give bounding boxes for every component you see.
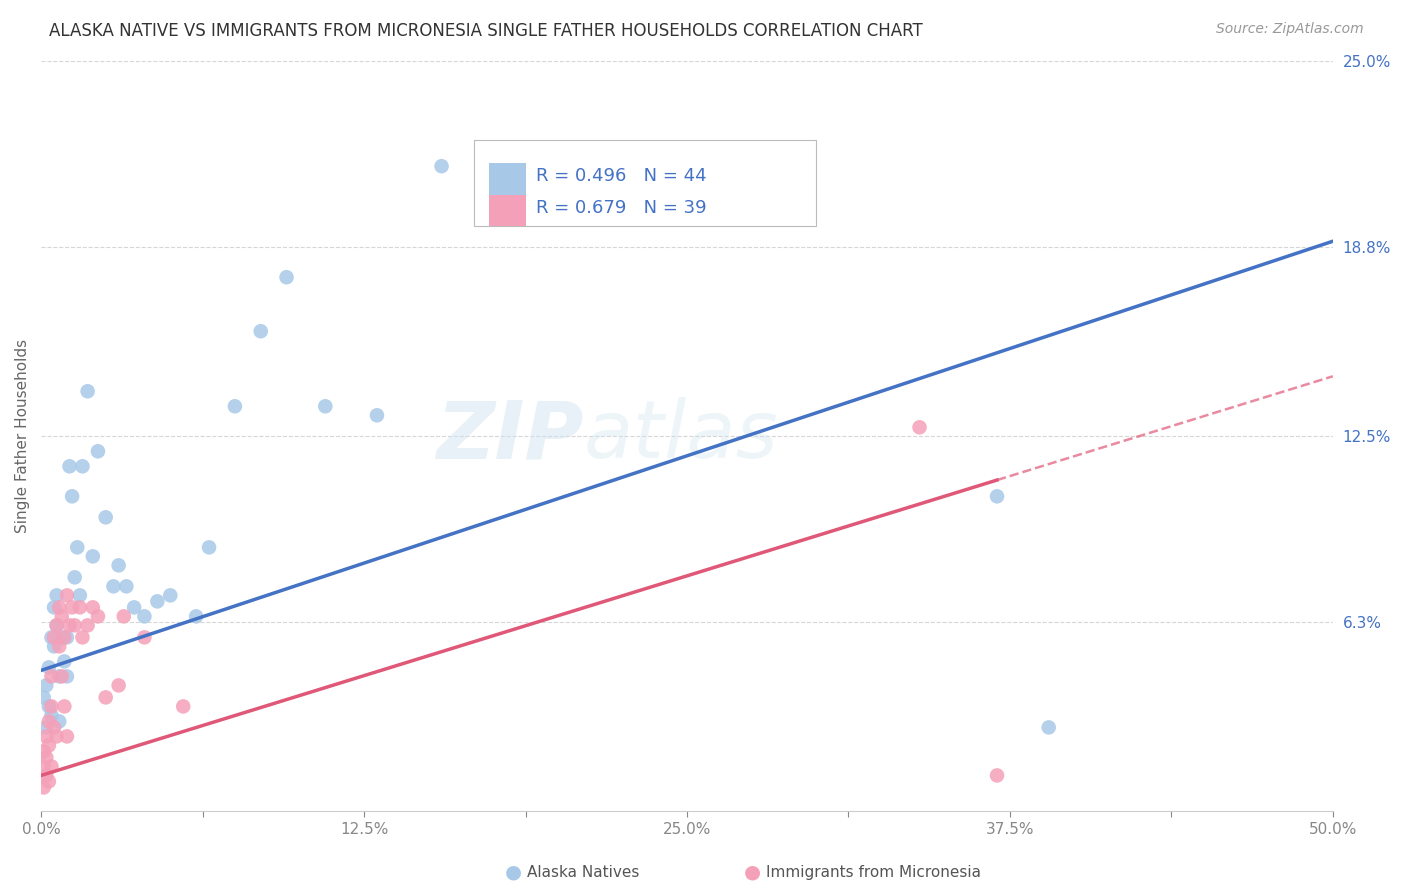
Point [45, 588, 67, 602]
Point [87, 444, 110, 458]
Point [366, 409, 388, 423]
Point [38, 660, 60, 674]
Point [42, 640, 65, 654]
Point [48, 640, 70, 654]
Point [69, 600, 91, 615]
Point [60, 489, 83, 503]
Point [249, 324, 271, 338]
Text: ●: ● [505, 863, 522, 882]
Point [32, 690, 55, 705]
Point [32, 759, 55, 773]
Point [56, 588, 79, 602]
Point [38, 774, 60, 789]
Text: Alaska Natives: Alaska Natives [527, 865, 640, 880]
Point [986, 489, 1008, 503]
Point [41, 669, 63, 683]
Point [38, 739, 60, 753]
Point [45, 618, 67, 632]
Point [41, 631, 63, 645]
Point [53, 631, 76, 645]
Text: Immigrants from Micronesia: Immigrants from Micronesia [766, 865, 981, 880]
Point [94, 510, 117, 524]
Point [82, 549, 104, 564]
Point [35, 750, 58, 764]
Point [32, 780, 55, 795]
Point [42, 631, 65, 645]
Point [60, 600, 83, 615]
Point [87, 609, 110, 624]
Point [53, 699, 76, 714]
Point [45, 730, 67, 744]
Point [908, 420, 931, 434]
Text: R = 0.496   N = 44: R = 0.496 N = 44 [536, 167, 706, 186]
Text: ZIP: ZIP [436, 397, 583, 475]
Point [66, 541, 89, 555]
Point [198, 541, 221, 555]
Point [76, 384, 98, 399]
Point [159, 588, 181, 602]
Point [42, 720, 65, 734]
Point [58, 459, 80, 474]
Point [56, 631, 79, 645]
Point [122, 600, 145, 615]
Text: ●: ● [744, 863, 761, 882]
Point [314, 399, 336, 413]
Point [38, 699, 60, 714]
Point [53, 654, 76, 668]
FancyBboxPatch shape [489, 195, 526, 227]
Point [48, 669, 70, 683]
Point [69, 588, 91, 602]
Point [82, 600, 104, 615]
Point [48, 714, 70, 729]
Point [134, 609, 156, 624]
Point [45, 618, 67, 632]
Point [986, 768, 1008, 782]
Point [51, 669, 73, 683]
Text: Source: ZipAtlas.com: Source: ZipAtlas.com [1216, 22, 1364, 37]
Point [41, 699, 63, 714]
Point [48, 600, 70, 615]
Point [103, 579, 125, 593]
Point [58, 618, 80, 632]
Point [94, 690, 117, 705]
Point [32, 744, 55, 758]
Text: atlas: atlas [583, 397, 779, 475]
Point [430, 159, 453, 173]
Point [107, 678, 129, 692]
Point [1038, 720, 1060, 734]
Point [51, 609, 73, 624]
Point [63, 618, 86, 632]
Point [76, 618, 98, 632]
Point [72, 631, 94, 645]
Point [276, 270, 298, 285]
Point [63, 570, 86, 584]
Point [35, 730, 58, 744]
Point [42, 600, 65, 615]
Point [107, 558, 129, 573]
Point [38, 714, 60, 729]
Point [51, 631, 73, 645]
Point [146, 594, 169, 608]
Point [41, 708, 63, 723]
Text: R = 0.679   N = 39: R = 0.679 N = 39 [536, 199, 706, 217]
Point [35, 720, 58, 734]
Point [41, 759, 63, 773]
Point [35, 678, 58, 692]
Point [134, 631, 156, 645]
Point [115, 579, 138, 593]
Point [224, 399, 246, 413]
Point [172, 699, 194, 714]
FancyBboxPatch shape [489, 163, 526, 194]
Point [184, 609, 207, 624]
Text: ALASKA NATIVE VS IMMIGRANTS FROM MICRONESIA SINGLE FATHER HOUSEHOLDS CORRELATION: ALASKA NATIVE VS IMMIGRANTS FROM MICRONE… [49, 22, 922, 40]
Point [112, 609, 135, 624]
Y-axis label: Single Father Households: Single Father Households [15, 339, 30, 533]
Point [35, 768, 58, 782]
FancyBboxPatch shape [474, 140, 817, 227]
Point [72, 459, 94, 474]
Point [56, 730, 79, 744]
Point [56, 669, 79, 683]
